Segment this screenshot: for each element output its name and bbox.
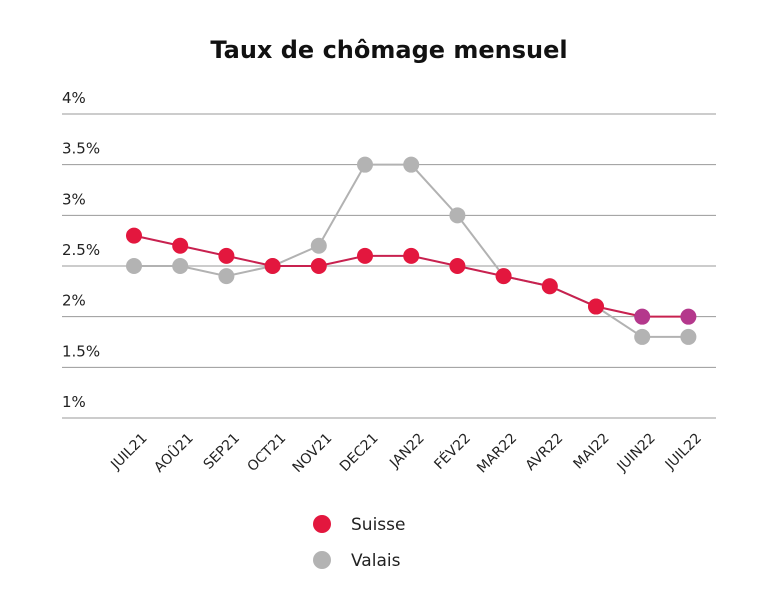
x-tick-label: NOV21: [290, 430, 336, 476]
data-point: [218, 268, 235, 285]
data-point: [449, 258, 466, 274]
data-point: [357, 247, 373, 264]
y-tick-label: 4%: [62, 89, 86, 107]
legend-marker: [313, 515, 331, 533]
data-point: [218, 247, 235, 264]
data-point: [680, 308, 697, 325]
x-tick-label: JAN22: [386, 430, 428, 472]
legend-item: Valais: [313, 551, 401, 571]
x-tick-label: MAI22: [570, 430, 612, 472]
legend-label: Valais: [351, 551, 401, 571]
series-line: [133, 234, 689, 318]
y-tick-label: 3.5%: [62, 140, 100, 158]
data-point: [680, 328, 697, 345]
x-tick-label: SEP21: [201, 430, 243, 472]
data-point: [541, 278, 558, 295]
legend-marker: [313, 551, 331, 569]
x-tick-label: AVR22: [523, 430, 567, 474]
data-point: [126, 227, 142, 244]
data-point: [310, 237, 327, 254]
x-tick-label: JUIN22: [614, 430, 659, 475]
data-point: [495, 268, 512, 285]
data-point: [634, 308, 651, 325]
y-tick-label: 2.5%: [62, 241, 100, 259]
y-tick-label: 1%: [62, 393, 86, 411]
data-point: [634, 328, 651, 345]
x-axis-ticks: JUIL21 AOÛ21 SEP21 OCT21 NOV21 DEC21 JAN22 FÉV2…: [107, 429, 705, 477]
legend: Suisse Valais: [313, 515, 405, 571]
data-point: [403, 156, 420, 173]
x-tick-label: FÉV22: [431, 430, 474, 473]
x-tick-label: AOÛ21: [150, 429, 197, 476]
data-point: [310, 258, 327, 274]
data-point: [172, 258, 189, 274]
series-suisse: [126, 227, 697, 325]
data-point: [357, 156, 373, 173]
legend-item: Suisse: [313, 515, 405, 535]
series-lines: [126, 156, 697, 345]
data-point: [264, 258, 281, 274]
x-tick-label: JUIL21: [107, 430, 150, 473]
data-point: [588, 298, 604, 315]
x-tick-label: MAR22: [474, 430, 520, 476]
x-tick-label: DEC21: [337, 430, 382, 475]
y-tick-label: 2%: [62, 292, 86, 310]
y-axis-ticks: 4% 3.5% 3% 2.5% 2% 1.5% 1%: [62, 89, 100, 411]
legend-label: Suisse: [351, 515, 405, 535]
chart-title: Taux de chômage mensuel: [210, 36, 567, 64]
x-tick-label: JUIL22: [662, 430, 705, 473]
y-tick-label: 1.5%: [62, 342, 100, 360]
data-point: [172, 237, 189, 254]
data-point: [403, 247, 420, 264]
x-tick-label: OCT21: [245, 430, 290, 475]
y-tick-label: 3%: [62, 190, 86, 208]
data-point: [449, 207, 466, 224]
data-point: [126, 258, 142, 274]
